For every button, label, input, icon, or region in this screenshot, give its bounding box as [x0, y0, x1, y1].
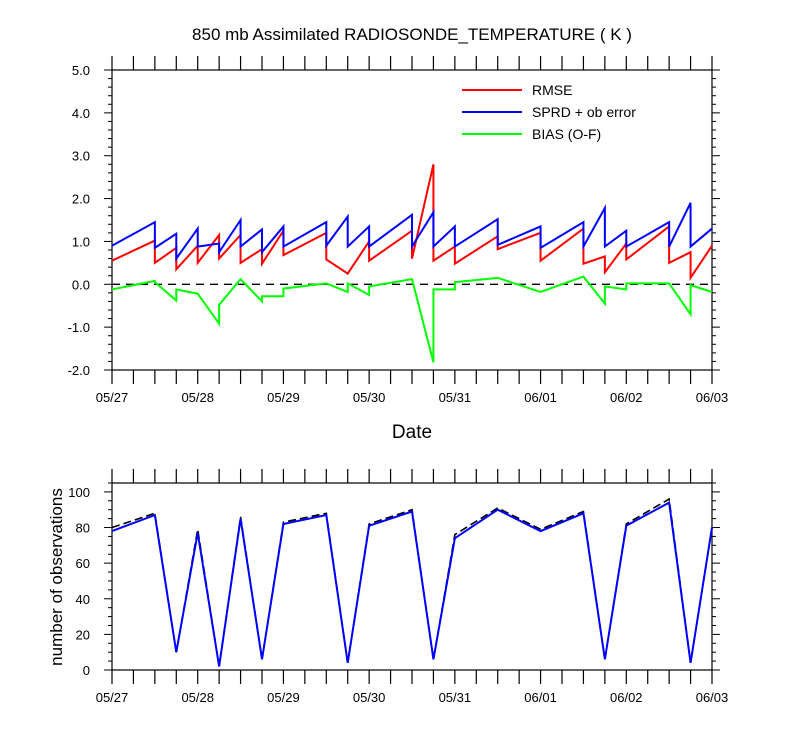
legend-label: BIAS (O-F) — [532, 126, 601, 142]
x-tick-label: 06/01 — [524, 390, 557, 405]
series-group-top — [111, 164, 713, 363]
y-tick-label: 100 — [68, 485, 90, 500]
y-tick-label: 80 — [76, 521, 90, 536]
y-tick-labels-bottom: 0 20 40 60 80 100 — [68, 485, 90, 678]
y-tick-label: 1.0 — [72, 234, 90, 249]
series-group-bottom — [111, 497, 713, 667]
x-tick-label: 05/31 — [439, 390, 472, 405]
y-tick-label: -1.0 — [68, 320, 90, 335]
axis-ticks-top — [104, 56, 720, 384]
x-tick-label: 06/03 — [696, 690, 729, 705]
y-tick-labels-top: -2.0 -1.0 0.0 1.0 2.0 3.0 4.0 5.0 — [68, 63, 90, 378]
y-tick-label: 0.0 — [72, 277, 90, 292]
series-line-bias-o-f — [111, 275, 713, 363]
x-tick-label: 05/30 — [353, 390, 386, 405]
series-line-observations-dashed — [111, 497, 713, 667]
y-axis-label-observations: number of observations — [47, 488, 66, 666]
x-tick-label: 05/27 — [96, 690, 129, 705]
x-tick-label: 05/28 — [181, 690, 214, 705]
x-tick-label: 05/29 — [267, 690, 300, 705]
x-tick-label: 06/01 — [524, 690, 557, 705]
y-tick-label: -2.0 — [68, 363, 90, 378]
x-tick-label: 05/27 — [96, 390, 129, 405]
y-tick-label: 3.0 — [72, 149, 90, 164]
x-tick-label: 05/29 — [267, 390, 300, 405]
x-tick-labels-top: 05/27 05/28 05/29 05/30 05/31 06/01 06/02 06/03 — [96, 390, 729, 405]
series-line-sprd-ob-error — [111, 202, 713, 262]
x-tick-label: 06/02 — [610, 390, 643, 405]
legend: RMSE SPRD + ob error BIAS (O-F) — [462, 82, 636, 142]
y-tick-label: 5.0 — [72, 63, 90, 78]
x-tick-label: 05/30 — [353, 690, 386, 705]
x-axis-label: Date — [392, 422, 432, 443]
legend-label: RMSE — [532, 82, 572, 98]
chart-title: 850 mb Assimilated RADIOSONDE_TEMPERATUR… — [192, 25, 632, 44]
y-tick-label: 2.0 — [72, 192, 90, 207]
x-tick-label: 06/03 — [696, 390, 729, 405]
y-tick-label: 0 — [83, 663, 90, 678]
y-tick-label: 20 — [76, 627, 90, 642]
series-line-observations-solid — [111, 501, 713, 667]
x-tick-label: 06/02 — [610, 690, 643, 705]
legend-label: SPRD + ob error — [532, 104, 636, 120]
observations-chart: 0 20 40 60 80 100 05/27 05/28 05/29 05/30 05/31 06… — [47, 469, 728, 705]
x-tick-label: 05/28 — [181, 390, 214, 405]
rmse-spread-bias-chart: 850 mb Assimilated RADIOSONDE_TEMPERATUR… — [68, 25, 729, 443]
axis-ticks-bottom — [104, 469, 720, 684]
y-tick-label: 60 — [76, 556, 90, 571]
x-tick-label: 05/31 — [439, 690, 472, 705]
x-tick-labels-bottom: 05/27 05/28 05/29 05/30 05/31 06/01 06/02 06/03 — [96, 690, 729, 705]
y-tick-label: 4.0 — [72, 106, 90, 121]
y-tick-label: 40 — [76, 592, 90, 607]
